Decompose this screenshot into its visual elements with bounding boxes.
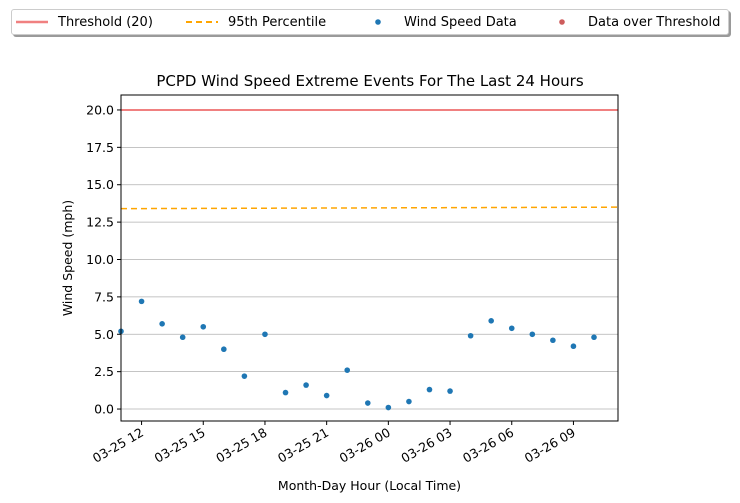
- wind-speed-point: [550, 337, 556, 344]
- y-tick-label: 17.5: [86, 140, 114, 155]
- legend-label-wind-data: Wind Speed Data: [404, 14, 517, 30]
- wind-speed-point: [570, 343, 577, 350]
- percentile-line: [120, 206, 619, 210]
- wind-speed-point: [406, 398, 412, 405]
- y-tick-label: 10.0: [86, 252, 114, 267]
- x-tick-label: 03-26 00: [337, 425, 393, 466]
- y-tick-label: 15.0: [86, 177, 114, 192]
- x-tick-label: 03-26 09: [522, 425, 578, 466]
- wind-speed-point: [179, 334, 186, 341]
- legend-line-dashed-icon: [186, 21, 218, 23]
- series-lines: [120, 108, 619, 210]
- wind-speed-point: [303, 382, 309, 388]
- wind-speed-point: [262, 331, 268, 338]
- y-tick-label: 20.0: [86, 102, 114, 117]
- wind-speed-point: [385, 404, 392, 411]
- wind-speed-point: [488, 318, 494, 324]
- wind-speed-point: [508, 325, 515, 332]
- plot-frame: [120, 94, 619, 422]
- wind-speed-point: [221, 346, 227, 353]
- x-axis-ticks: 03-25 12 03-25 15 03-25 18 03-25 21 03-26 00…: [90, 421, 578, 466]
- chart-title: PCPD Wind Speed Extreme Events For The L…: [156, 72, 583, 90]
- y-tick-label: 2.5: [94, 364, 114, 379]
- wind-speed-point: [138, 298, 145, 305]
- x-tick-label: 03-26 06: [460, 425, 516, 466]
- legend-dot-blue-icon: [375, 19, 381, 25]
- wind-speed-point: [344, 367, 351, 373]
- wind-speed-point: [159, 320, 165, 327]
- wind-speed-point: [447, 388, 453, 394]
- grid-lines: [121, 109, 618, 410]
- x-tick-label: 03-26 03: [398, 425, 454, 466]
- x-tick-label: 03-25 21: [275, 425, 331, 466]
- x-tick-label: 03-25 15: [152, 425, 208, 466]
- legend: Threshold (20) 95th Percentile Wind Spee…: [11, 9, 729, 35]
- y-tick-label: 5.0: [94, 327, 114, 342]
- wind-speed-point: [323, 392, 330, 399]
- legend-item-threshold: Threshold (20): [16, 10, 153, 34]
- x-tick-label: 03-25 18: [213, 425, 269, 466]
- wind-speed-point: [426, 386, 433, 393]
- y-axis-label: Wind Speed (mph): [60, 200, 75, 316]
- legend-item-over-threshold: Data over Threshold: [546, 10, 720, 34]
- scatter-points: [118, 298, 597, 411]
- y-tick-label: 0.0: [94, 402, 114, 417]
- legend-line-threshold-icon: [16, 20, 48, 24]
- wind-speed-point: [591, 334, 597, 341]
- wind-speed-point: [364, 400, 371, 406]
- x-axis-label: Month-Day Hour (Local Time): [278, 478, 461, 493]
- legend-item-95th: 95th Percentile: [186, 10, 326, 34]
- legend-label-threshold: Threshold (20): [58, 14, 153, 30]
- legend-dot-red-icon: [559, 19, 565, 25]
- y-axis-ticks: 0.0 2.5 5.0 7.5 10.0 12.5 15.0 17.5 20.0: [86, 102, 121, 417]
- y-tick-label: 7.5: [94, 289, 114, 304]
- wind-speed-point: [529, 331, 536, 338]
- wind-speed-point: [241, 373, 248, 379]
- y-tick-label: 12.5: [86, 215, 114, 230]
- wind-speed-point: [467, 332, 474, 339]
- legend-label-over-threshold: Data over Threshold: [588, 14, 721, 30]
- legend-item-wind-data: Wind Speed Data: [362, 10, 517, 34]
- x-tick-label: 03-25 12: [90, 425, 146, 466]
- wind-speed-point: [200, 323, 207, 330]
- wind-speed-point: [282, 389, 289, 396]
- legend-label-95th: 95th Percentile: [228, 14, 327, 30]
